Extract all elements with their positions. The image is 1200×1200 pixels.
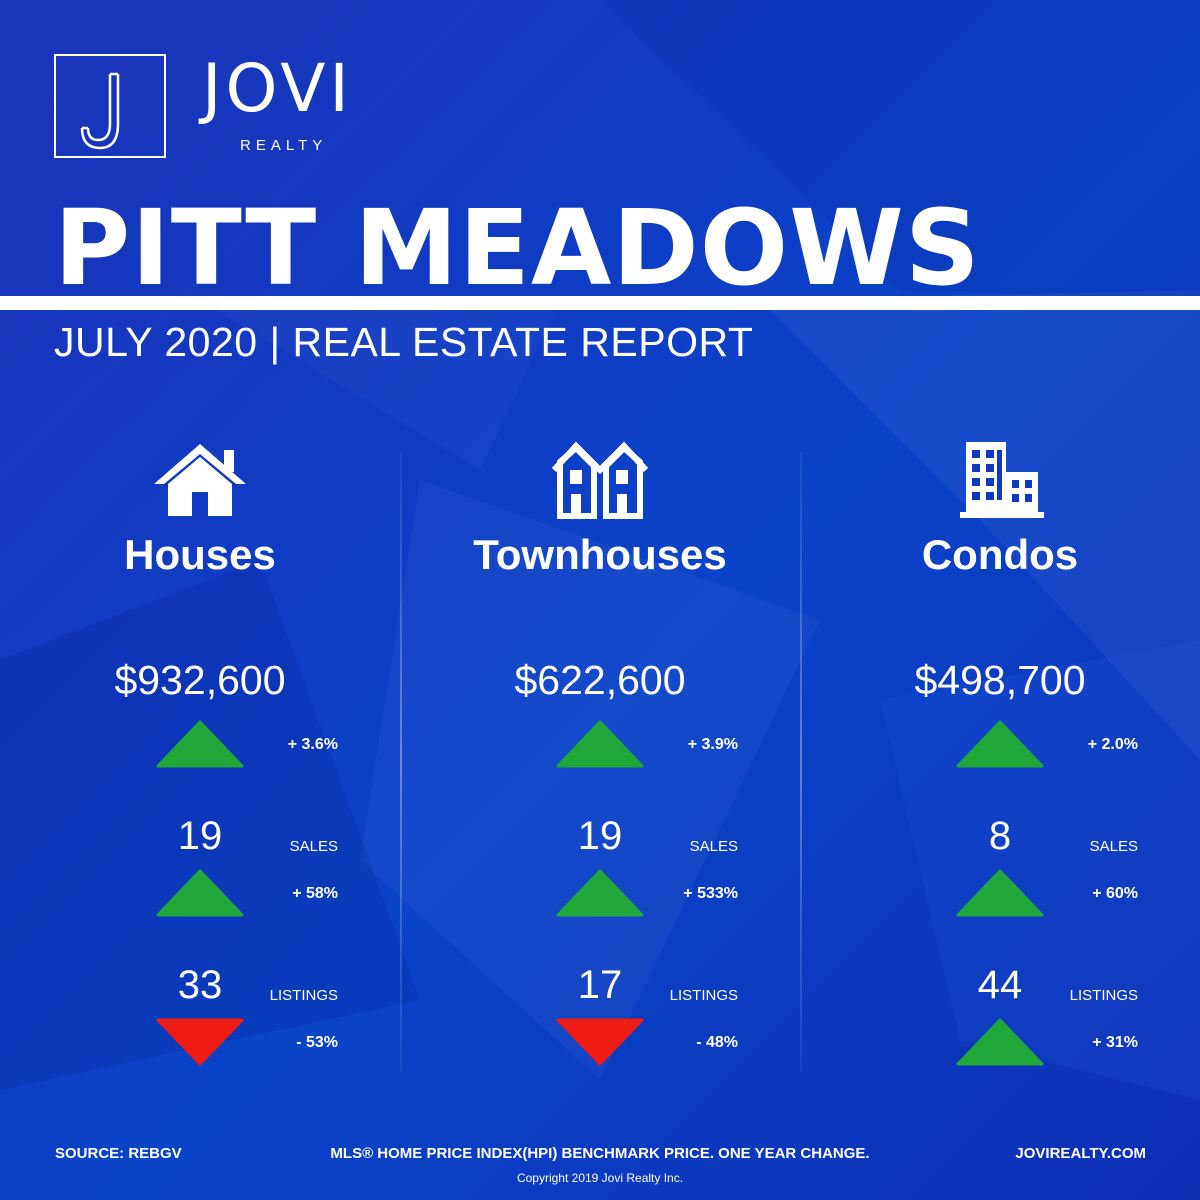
price-change: + 2.0%: [1087, 736, 1138, 753]
building-icon: [960, 442, 1044, 518]
sales-label: SALES: [289, 838, 338, 855]
benchmark-price: $498,700: [914, 657, 1086, 703]
sales-change: + 58%: [292, 885, 338, 902]
listings-count: 44: [977, 963, 1023, 1007]
price-change: + 3.6%: [287, 736, 338, 753]
sales-count: 19: [577, 814, 623, 858]
house-icon: [154, 444, 246, 516]
up-arrow-icon: [956, 869, 1044, 917]
column-houses: Houses $932,600 + 3.6% 19 SALES + 58% 33…: [0, 0, 400, 1200]
footer-note: MLS® HOME PRICE INDEX(HPI) BENCHMARK PRI…: [330, 1145, 870, 1162]
listings-label: LISTINGS: [1069, 987, 1138, 1004]
benchmark-price: $932,600: [114, 657, 286, 703]
up-arrow-icon: [956, 1018, 1044, 1066]
title-rule: [0, 296, 1200, 310]
listings-count: 17: [577, 963, 623, 1007]
up-arrow-icon: [556, 869, 644, 917]
sales-count: 8: [988, 814, 1012, 858]
category-label: Houses: [124, 531, 276, 578]
sales-label: SALES: [689, 838, 738, 855]
report-subtitle: JULY 2020 | REAL ESTATE REPORT: [54, 319, 754, 365]
sales-count: 19: [177, 814, 223, 858]
column-condos: Condos $498,700 + 2.0% 8 SALES + 60% 44 …: [800, 0, 1200, 1200]
listings-change: + 31%: [1092, 1034, 1138, 1051]
footer-website[interactable]: JOVIREALTY.COM: [1015, 1145, 1146, 1162]
listings-count: 33: [177, 963, 223, 1007]
sales-change: + 533%: [683, 885, 738, 902]
logo-j-icon: [80, 72, 120, 150]
column-divider: [800, 452, 802, 1072]
sales-label: SALES: [1089, 838, 1138, 855]
down-arrow-icon: [156, 1018, 244, 1066]
listings-change: - 48%: [696, 1034, 738, 1051]
up-arrow-icon: [156, 869, 244, 917]
price-change: + 3.9%: [687, 736, 738, 753]
listings-label: LISTINGS: [669, 987, 738, 1004]
sales-change: + 60%: [1092, 885, 1138, 902]
brand-subtitle: REALTY: [240, 137, 328, 154]
listings-change: - 53%: [296, 1034, 338, 1051]
down-arrow-icon: [556, 1018, 644, 1066]
logo: [54, 54, 166, 158]
footer-copyright: Copyright 2019 Jovi Realty Inc.: [516, 1171, 684, 1185]
benchmark-price: $622,600: [514, 657, 686, 703]
listings-label: LISTINGS: [269, 987, 338, 1004]
up-arrow-icon: [556, 720, 644, 768]
brand-name: JOVI: [202, 50, 353, 127]
column-divider: [400, 452, 402, 1072]
footer-source: SOURCE: REBGV: [55, 1145, 182, 1162]
up-arrow-icon: [156, 720, 244, 768]
category-label: Condos: [921, 531, 1079, 578]
townhouse-icon: [551, 441, 649, 519]
category-label: Townhouses: [473, 531, 727, 578]
up-arrow-icon: [956, 720, 1044, 768]
column-townhouses: Townhouses $622,600 + 3.9% 19 SALES + 53…: [400, 0, 800, 1200]
page-title: PITT MEADOWS: [54, 187, 981, 309]
